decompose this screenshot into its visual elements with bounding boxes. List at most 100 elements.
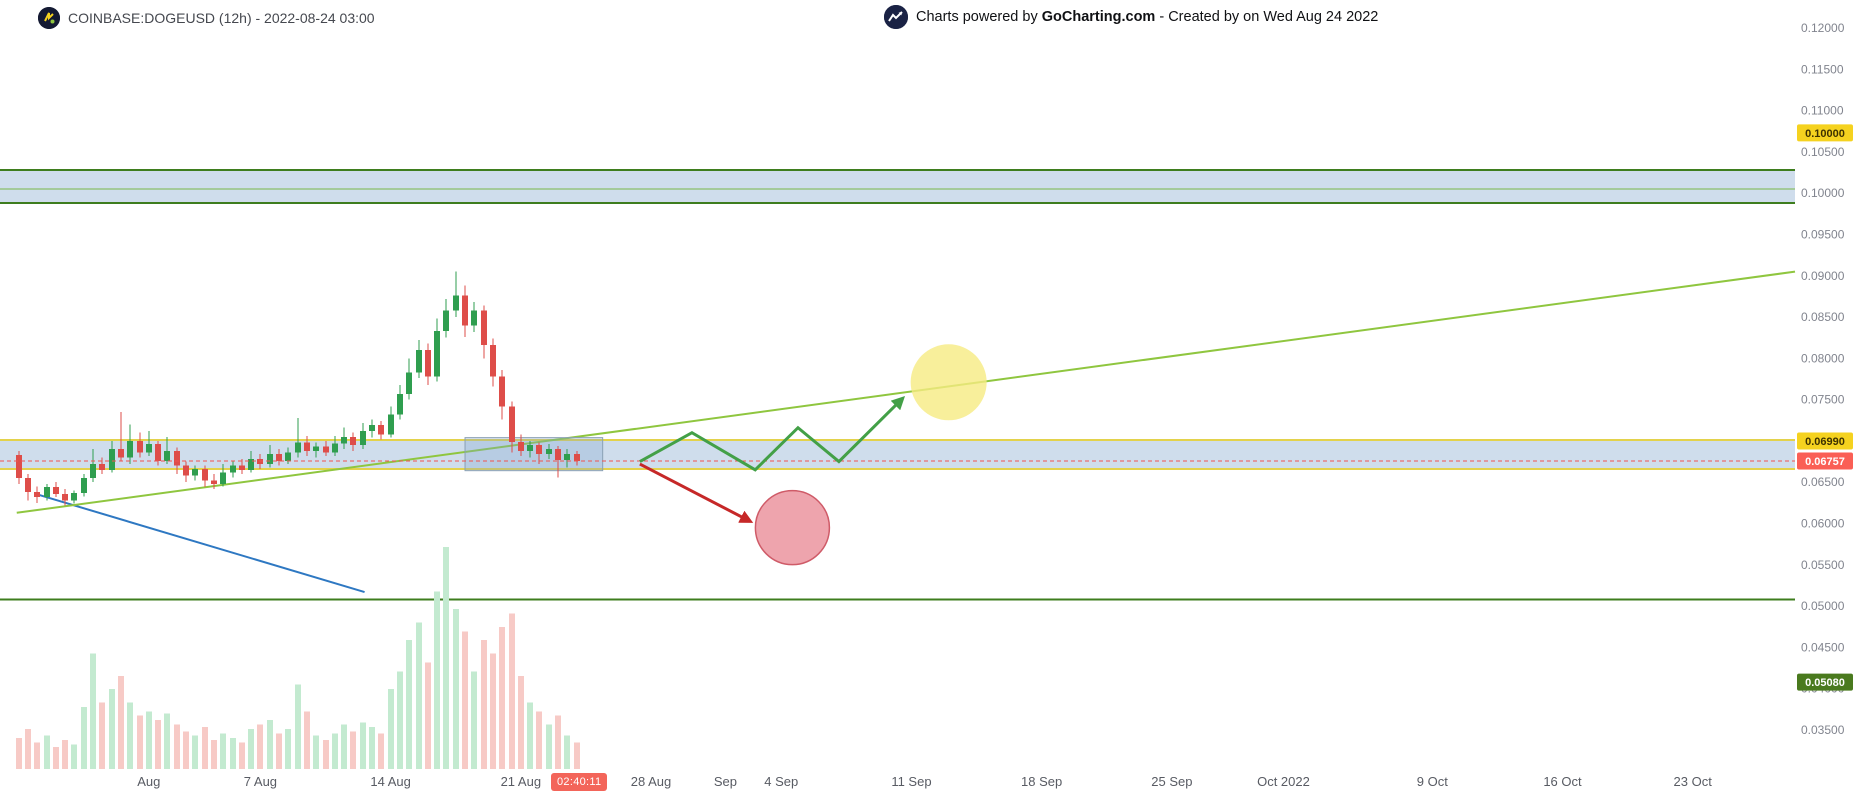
price-tick-label: 0.05500: [1801, 558, 1845, 572]
volume-bar: [350, 731, 356, 769]
volume-bar: [137, 715, 143, 769]
volume-bar: [53, 746, 59, 769]
volume-bar: [248, 729, 254, 769]
candle-body: [304, 442, 310, 451]
time-tick-label: 23 Oct: [1674, 774, 1713, 789]
candle-body: [257, 459, 263, 465]
price-tick-label: 0.08500: [1801, 310, 1845, 324]
candle-body: [471, 310, 477, 326]
price-tick-label: 0.03500: [1801, 723, 1845, 737]
candle-body: [34, 492, 40, 498]
candle-body: [481, 310, 487, 346]
candle-body: [546, 449, 552, 455]
gocharting-logo-icon[interactable]: [38, 7, 60, 29]
volume-bar: [257, 724, 263, 769]
brand-name[interactable]: GoCharting.com: [1041, 9, 1156, 25]
volume-bar: [323, 740, 329, 769]
volume-bar: [174, 724, 180, 769]
volume-bar: [220, 733, 226, 769]
time-tick-label: 16 Oct: [1543, 774, 1582, 789]
price-tick-label: 0.10000: [1801, 186, 1845, 200]
volume-bar: [443, 547, 449, 769]
price-tick-label: 0.08000: [1801, 351, 1845, 365]
price-tick-label: 0.07500: [1801, 393, 1845, 407]
bearish-arrow[interactable]: [639, 462, 754, 523]
volume-bar: [211, 740, 217, 769]
volume-bar: [425, 662, 431, 769]
volume-bar: [25, 729, 31, 769]
volume-bar: [304, 711, 310, 769]
time-tick-label: Sep: [714, 774, 737, 789]
volume-bar: [546, 724, 552, 769]
price-tick-label: 0.06000: [1801, 517, 1845, 531]
volume-bar: [564, 735, 570, 769]
price-tick-label: 0.06500: [1801, 475, 1845, 489]
candle-body: [295, 442, 301, 453]
price-axis-badge: 0.06990: [1797, 432, 1853, 450]
time-axis[interactable]: Aug 7 Aug 14 Aug 21 Aug 28 Aug Sep 4 Sep 11 Sep…: [137, 774, 1712, 789]
upper-supply-zone[interactable]: [0, 169, 1795, 205]
price-tick-label: 0.10500: [1801, 145, 1845, 159]
volume-bar: [71, 744, 77, 769]
volume-bar: [332, 733, 338, 769]
volume-bar: [481, 640, 487, 769]
candle-body: [267, 454, 273, 465]
volume-bar: [44, 735, 50, 769]
volume-bar: [295, 684, 301, 769]
candle-body: [192, 469, 198, 476]
candle-body: [555, 449, 561, 460]
candle-body: [378, 425, 384, 435]
candle-body: [118, 449, 124, 458]
svg-text:0.06990: 0.06990: [1805, 436, 1845, 448]
volume-bar: [313, 735, 319, 769]
volume-bar: [90, 653, 96, 769]
candle-body: [388, 414, 394, 435]
time-tick-label: 21 Aug: [501, 774, 542, 789]
consolidation-box[interactable]: [464, 437, 604, 472]
volume-bar: [155, 720, 161, 769]
candle-body: [220, 472, 226, 484]
volume-bar: [230, 737, 236, 769]
ascending-trendline[interactable]: [16, 270, 1796, 514]
volume-bar: [555, 715, 561, 769]
candle-body: [434, 331, 440, 377]
candle-body: [285, 452, 291, 461]
volume-bar: [192, 735, 198, 769]
candle-body: [443, 310, 449, 332]
bullish-zigzag-arrow[interactable]: [639, 395, 906, 472]
svg-text:0.10000: 0.10000: [1805, 128, 1845, 140]
candle-body: [323, 446, 329, 453]
powered-suffix: - Created by on Wed Aug 24 2022: [1155, 9, 1379, 25]
volume-bar: [34, 742, 40, 769]
volume-bar: [81, 706, 87, 769]
candle-body: [127, 440, 133, 458]
price-axis[interactable]: 0.12000 0.11500 0.11000 0.10500 0.10000 0.095…: [1797, 21, 1853, 737]
time-tick-label: Oct 2022: [1257, 774, 1310, 789]
time-tick-label: Aug: [137, 774, 160, 789]
time-tick-label: 14 Aug: [370, 774, 411, 789]
price-tick-label: 0.05000: [1801, 599, 1845, 613]
time-tick-label: 18 Sep: [1021, 774, 1062, 789]
candle-body: [25, 478, 31, 493]
candle-body: [183, 465, 189, 476]
candle-body: [71, 492, 77, 501]
price-tick-label: 0.09000: [1801, 269, 1845, 283]
volume-bar: [509, 613, 515, 769]
time-tick-label: 25 Sep: [1151, 774, 1192, 789]
candle-body: [350, 436, 356, 446]
volume-bar: [109, 689, 115, 769]
descending-trendline[interactable]: [35, 492, 365, 594]
candle-body: [369, 425, 375, 432]
risk-circle[interactable]: [754, 489, 831, 566]
candle-body: [527, 445, 533, 451]
price-tick-label: 0.09500: [1801, 227, 1845, 241]
price-tick-label: 0.11000: [1801, 104, 1844, 118]
volume-bar: [183, 731, 189, 769]
time-tick-label: 28 Aug: [631, 774, 672, 789]
candle-body: [509, 406, 515, 442]
target-circle[interactable]: [910, 344, 987, 421]
chart-header: COINBASE:DOGEUSD (12h) - 2022-08-24 03:0…: [38, 7, 375, 29]
volume-bar: [62, 740, 68, 769]
candle-body: [239, 465, 245, 470]
